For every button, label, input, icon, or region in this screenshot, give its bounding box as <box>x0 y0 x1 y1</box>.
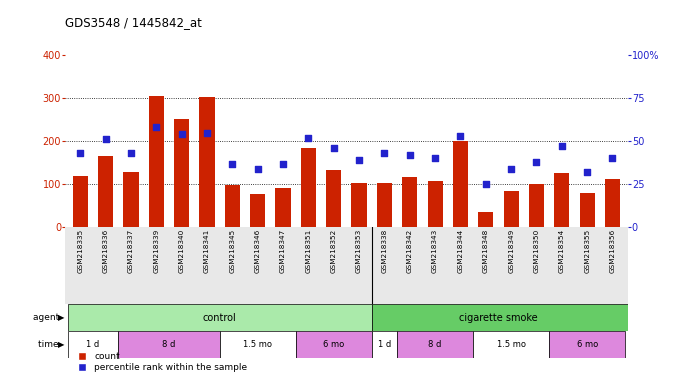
Bar <box>123 172 139 227</box>
Text: GSM218350: GSM218350 <box>534 229 539 273</box>
Text: GSM218347: GSM218347 <box>280 229 286 273</box>
Bar <box>68 304 372 331</box>
Bar <box>276 188 291 227</box>
Text: GSM218356: GSM218356 <box>609 229 615 273</box>
Text: 6 mo: 6 mo <box>576 340 598 349</box>
Text: GSM218353: GSM218353 <box>356 229 362 273</box>
Text: cigarette smoke: cigarette smoke <box>459 313 538 323</box>
Bar <box>529 184 544 227</box>
Text: GSM218344: GSM218344 <box>458 229 464 273</box>
Bar <box>149 96 164 227</box>
Text: 8 d: 8 d <box>429 340 442 349</box>
Text: 1.5 mo: 1.5 mo <box>497 340 525 349</box>
Point <box>379 150 390 156</box>
Point <box>582 169 593 175</box>
Bar <box>402 177 417 227</box>
Bar <box>68 331 119 358</box>
Point <box>607 155 618 161</box>
Bar <box>473 331 549 358</box>
Text: 6 mo: 6 mo <box>323 340 344 349</box>
Text: GSM218355: GSM218355 <box>584 229 590 273</box>
Bar <box>504 190 519 227</box>
Bar <box>301 147 316 227</box>
Point <box>455 133 466 139</box>
Bar <box>351 183 367 227</box>
Point <box>404 152 415 158</box>
Bar <box>397 331 473 358</box>
Text: GDS3548 / 1445842_at: GDS3548 / 1445842_at <box>65 16 202 29</box>
Bar <box>377 183 392 227</box>
Bar <box>225 185 240 227</box>
Point <box>329 145 340 151</box>
Bar <box>296 331 372 358</box>
Text: agent: agent <box>33 313 62 322</box>
Text: GSM218354: GSM218354 <box>559 229 565 273</box>
Text: 1.5 mo: 1.5 mo <box>244 340 272 349</box>
Point <box>480 181 491 187</box>
Legend: count, percentile rank within the sample: count, percentile rank within the sample <box>70 349 251 376</box>
Text: time: time <box>38 340 62 349</box>
Text: GSM218352: GSM218352 <box>331 229 337 273</box>
Bar <box>73 175 88 227</box>
Text: GSM218341: GSM218341 <box>204 229 210 273</box>
Text: GSM218346: GSM218346 <box>255 229 261 273</box>
Text: GSM218351: GSM218351 <box>305 229 311 273</box>
Bar <box>478 212 493 227</box>
Text: GSM218349: GSM218349 <box>508 229 514 273</box>
Bar <box>453 141 468 227</box>
Bar <box>174 119 189 227</box>
Text: GSM218339: GSM218339 <box>154 229 159 273</box>
Text: GSM218345: GSM218345 <box>229 229 235 273</box>
Bar <box>372 331 397 358</box>
Point <box>202 129 213 136</box>
Text: 1 d: 1 d <box>378 340 391 349</box>
Point <box>278 161 289 167</box>
Point <box>429 155 440 161</box>
Text: GSM218335: GSM218335 <box>78 229 84 273</box>
Text: GSM218337: GSM218337 <box>128 229 134 273</box>
Text: GSM218348: GSM218348 <box>483 229 489 273</box>
Point <box>75 150 86 156</box>
Bar <box>326 170 342 227</box>
Text: control: control <box>203 313 237 323</box>
Bar <box>98 156 113 227</box>
Bar <box>554 173 569 227</box>
Bar <box>220 331 296 358</box>
Bar <box>427 181 442 227</box>
Point <box>556 143 567 149</box>
Text: GSM218343: GSM218343 <box>432 229 438 273</box>
Point <box>353 157 364 163</box>
Text: 1 d: 1 d <box>86 340 99 349</box>
Bar <box>549 331 625 358</box>
Point <box>227 161 238 167</box>
Bar <box>250 194 265 227</box>
Bar <box>372 304 638 331</box>
Point <box>506 166 517 172</box>
Bar <box>119 331 220 358</box>
Point <box>252 166 263 172</box>
Point <box>531 159 542 165</box>
Text: ▶: ▶ <box>58 340 64 349</box>
Point <box>151 124 162 131</box>
Text: GSM218336: GSM218336 <box>103 229 108 273</box>
Bar <box>200 97 215 227</box>
Text: GSM218338: GSM218338 <box>381 229 388 273</box>
Bar <box>605 179 620 227</box>
Bar <box>580 193 595 227</box>
Point <box>100 136 111 142</box>
Point <box>303 135 314 141</box>
Point <box>126 150 137 156</box>
Point <box>176 131 187 137</box>
Text: GSM218340: GSM218340 <box>179 229 185 273</box>
Text: 8 d: 8 d <box>163 340 176 349</box>
Text: GSM218342: GSM218342 <box>407 229 413 273</box>
Text: ▶: ▶ <box>58 313 64 322</box>
